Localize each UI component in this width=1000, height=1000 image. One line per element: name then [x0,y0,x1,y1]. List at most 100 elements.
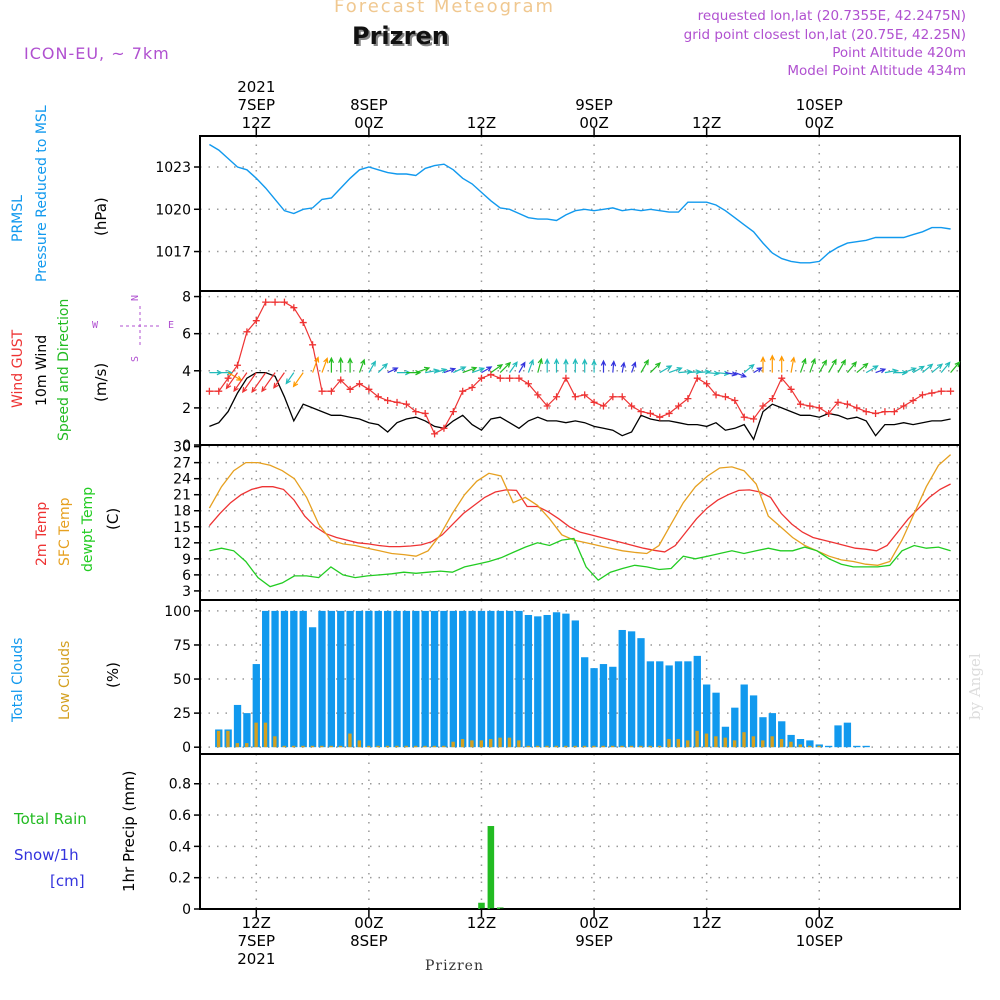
low-cloud-bar [695,730,699,748]
y-tick-label: 27 [173,456,191,472]
wind-direction-arrow [251,372,267,394]
gust-marker [712,391,720,399]
total-cloud-bar [853,745,861,748]
gust-marker [853,404,861,412]
gust-marker [825,409,833,417]
gust-marker [524,380,532,388]
low-cloud-bar [554,745,559,748]
y-tick-label: 1017 [155,245,191,261]
gust-marker [937,387,945,395]
gust-marker [796,400,804,408]
total-cloud-bar [759,717,767,748]
wind-direction-arrow [347,357,353,373]
gust-marker [337,376,345,384]
total-cloud-bar [787,734,795,748]
gust-marker [309,341,317,349]
gust-marker [515,374,523,382]
wind-direction-arrow [490,364,504,374]
wind-direction-arrow [368,360,377,373]
low-cloud-bar [629,745,634,748]
gust-marker [468,383,476,391]
low-cloud-bar [413,745,418,748]
gust-marker [815,404,823,412]
total-cloud-bar [233,704,242,748]
total-cloud-bar [355,610,364,748]
wind-direction-arrow [734,372,747,378]
wind-direction-arrow [875,368,887,374]
total-cloud-bar [468,610,476,748]
wind-direction-arrow [610,360,617,373]
gust-marker [290,304,298,312]
low-cloud-bar [732,740,737,748]
gust-marker [280,298,288,306]
pressure-label-main: PRMSL [10,195,26,242]
gust-marker [628,402,636,410]
gust-marker [477,374,485,382]
total-cloud-bar [796,739,805,748]
wind-direction-arrow [443,367,457,374]
gust-marker [243,328,251,336]
gust-marker [224,374,232,382]
bottom-time-label: 12Z [467,914,496,932]
total-cloud-bar [646,661,655,748]
low-cloud-bar [648,745,652,748]
y-tick-label: 12 [173,536,191,552]
wind-direction-arrow [706,370,720,377]
low-cloud-bar [338,745,343,748]
precip-label-cm: [cm] [50,872,85,890]
total-cloud-bar [515,610,523,748]
grid-point-coords: grid point closest lon,lat (20.75E, 42.2… [683,27,966,43]
low-cloud-bar [245,743,249,748]
total-cloud-bar [374,610,382,748]
total-cloud-bar [609,666,617,748]
low-cloud-bar [273,736,277,748]
low-cloud-bar [470,740,474,748]
wind-direction-arrow [760,356,766,373]
wind-speed-line [209,371,951,441]
wind-direction-arrow [581,358,588,373]
gust-marker [675,402,683,410]
total-cloud-bar [327,610,336,748]
gust-marker [768,395,776,403]
total-cloud-bar [684,661,692,748]
bottom-time-label: 2021 [237,950,275,968]
gust-marker [374,393,382,401]
precip-axis-label: 1hr Precip (mm) [120,770,138,892]
wind-direction-arrow [950,361,961,373]
total-cloud-bar [731,707,739,748]
low-cloud-bar [263,722,268,748]
top-time-label: 12Z [467,114,496,132]
gust-marker [215,387,223,395]
low-cloud-bar [301,745,305,748]
bottom-time-label: 12Z [242,914,271,932]
wind-direction-arrow [743,363,755,374]
y-tick-label: 1023 [155,160,191,176]
wind-direction-arrow [828,358,837,373]
y-tick-label: 6 [182,568,191,584]
gust-marker [646,409,654,417]
low-cloud-bar [291,745,296,748]
wind-direction-arrow [471,367,486,374]
wind-direction-arrow [292,372,304,388]
low-cloud-bar [535,745,540,748]
bottom-time-label: 8SEP [350,932,388,950]
gust-marker [609,393,617,401]
low-cloud-bar [376,745,380,748]
credit-text: by Angel [966,653,984,720]
gust-marker [421,409,429,417]
wind-direction-arrow [572,358,579,373]
temp-label-sfc: SFC Temp [57,497,73,566]
temp-unit: (C) [104,507,122,530]
y-tick-label: 0 [182,740,191,756]
total-cloud-bar [590,668,598,748]
top-time-label: 9SEP [575,96,613,114]
wind-label-10m: 10m Wind [34,334,50,406]
wind-direction-arrow [725,371,738,377]
y-tick-label: 0 [182,902,191,918]
wind-direction-arrow [453,366,467,374]
wind-direction-arrow [837,359,846,373]
y-tick-label: 0 [182,438,191,454]
wind-direction-arrow [600,359,607,373]
total-cloud-bar [459,610,467,748]
wind-direction-arrow [377,362,388,374]
